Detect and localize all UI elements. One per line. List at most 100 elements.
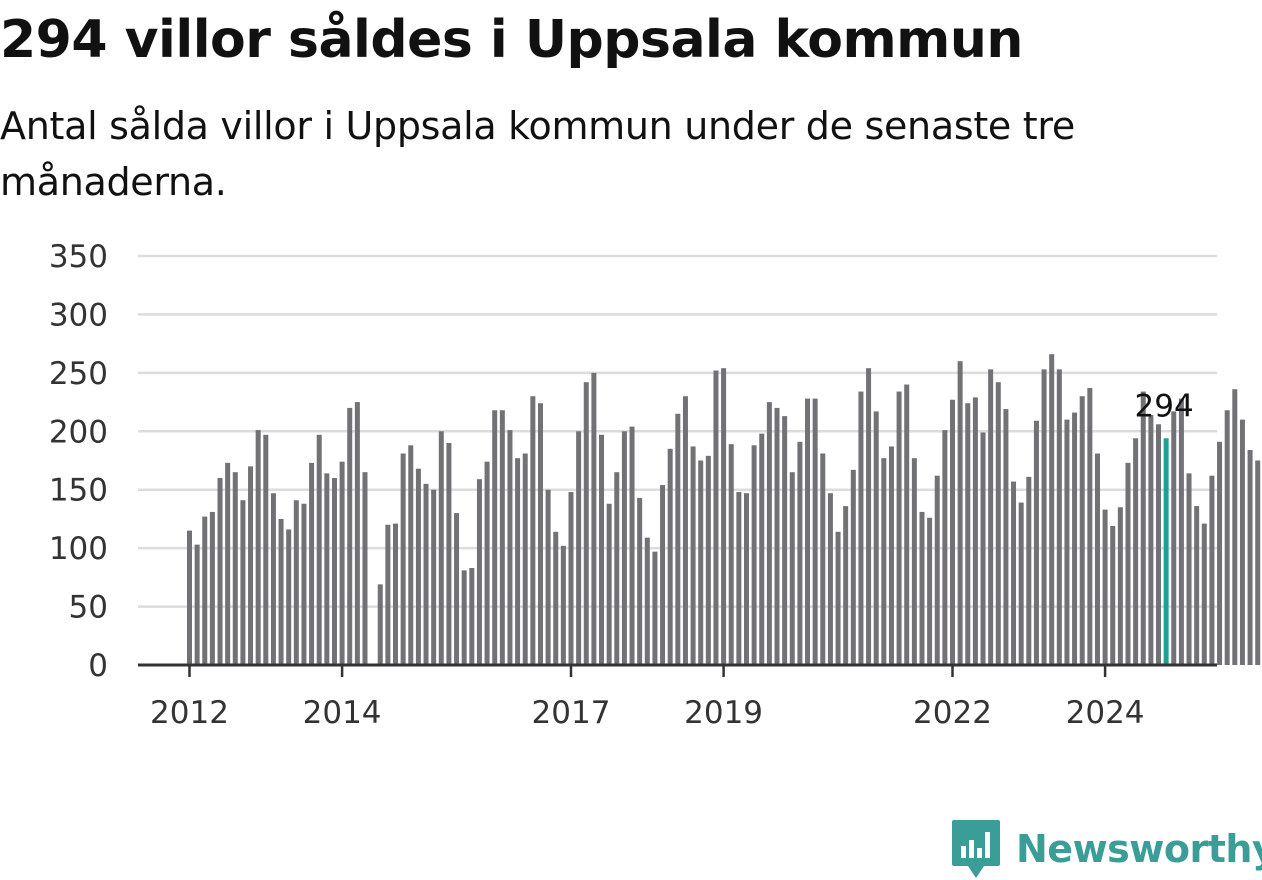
x-tick-label: 2024 bbox=[1066, 695, 1145, 731]
bar bbox=[988, 369, 994, 665]
y-tick-label: 200 bbox=[49, 414, 108, 450]
bar bbox=[827, 493, 833, 665]
bar bbox=[408, 445, 414, 665]
y-tick-label: 100 bbox=[49, 531, 108, 567]
bar bbox=[1224, 410, 1230, 665]
bar bbox=[881, 458, 887, 665]
bar bbox=[385, 524, 391, 665]
bar bbox=[805, 398, 811, 665]
bars bbox=[187, 354, 1261, 665]
bar bbox=[316, 434, 322, 665]
bar bbox=[1072, 412, 1078, 665]
bar bbox=[888, 446, 894, 665]
bar bbox=[484, 461, 490, 665]
bar bbox=[438, 431, 444, 665]
bar bbox=[1217, 441, 1223, 665]
chart-subtitle: Antal sålda villor i Uppsala kommun unde… bbox=[0, 104, 1075, 204]
bar bbox=[446, 442, 452, 665]
bar bbox=[797, 441, 803, 665]
bar bbox=[896, 391, 902, 665]
bar bbox=[248, 466, 254, 665]
bar bbox=[1209, 475, 1215, 665]
x-tick-label: 2012 bbox=[150, 695, 229, 731]
bar bbox=[576, 431, 582, 665]
bar bbox=[927, 517, 933, 665]
bar bbox=[217, 478, 223, 665]
bar bbox=[812, 398, 818, 665]
bar bbox=[202, 516, 208, 665]
bar bbox=[240, 500, 246, 665]
newsworthy-logo-icon bbox=[952, 820, 1000, 878]
bar bbox=[1079, 396, 1085, 665]
bar bbox=[759, 433, 765, 665]
bar bbox=[866, 368, 872, 665]
y-tick-label: 50 bbox=[69, 590, 108, 626]
bar bbox=[599, 434, 605, 665]
bar bbox=[1003, 409, 1009, 665]
bar bbox=[492, 410, 498, 665]
bar bbox=[507, 430, 513, 665]
bar bbox=[698, 460, 704, 665]
bar bbox=[965, 403, 971, 665]
x-tick-label: 2019 bbox=[684, 695, 763, 731]
bar bbox=[1011, 481, 1017, 665]
bar bbox=[621, 431, 627, 665]
brand-name: Newsworthy bbox=[1016, 827, 1262, 871]
bar bbox=[568, 492, 574, 665]
bar bbox=[637, 497, 643, 665]
bar bbox=[789, 472, 795, 665]
bar bbox=[660, 485, 666, 665]
bar bbox=[835, 531, 841, 665]
bar bbox=[1255, 460, 1261, 665]
bar bbox=[1033, 420, 1039, 665]
bar bbox=[606, 503, 612, 665]
bar bbox=[400, 453, 406, 665]
bar bbox=[1133, 438, 1139, 665]
bar bbox=[980, 432, 986, 665]
bar bbox=[286, 529, 292, 665]
bar bbox=[278, 518, 284, 665]
bar bbox=[454, 513, 460, 665]
bar bbox=[682, 396, 688, 665]
bar bbox=[309, 462, 315, 665]
bar bbox=[1018, 502, 1024, 665]
bar bbox=[1117, 507, 1123, 665]
bar bbox=[209, 511, 215, 665]
bar bbox=[1125, 462, 1131, 665]
bar bbox=[667, 448, 673, 665]
bar bbox=[255, 430, 261, 665]
bar bbox=[1110, 525, 1116, 665]
bar bbox=[560, 545, 566, 665]
bar bbox=[652, 551, 658, 665]
bar bbox=[705, 455, 711, 665]
bar bbox=[675, 413, 681, 665]
bar bbox=[736, 492, 742, 665]
x-tick-label: 2017 bbox=[532, 695, 611, 731]
y-tick-label: 350 bbox=[49, 239, 108, 275]
bar bbox=[1201, 523, 1207, 665]
bar bbox=[194, 544, 200, 665]
bar bbox=[843, 506, 849, 665]
bar bbox=[858, 391, 864, 665]
y-tick-label: 150 bbox=[49, 473, 108, 509]
bar bbox=[354, 402, 360, 665]
bar bbox=[362, 472, 368, 665]
bar bbox=[232, 472, 238, 665]
bar bbox=[499, 410, 505, 665]
bar bbox=[530, 396, 536, 665]
bar bbox=[1049, 354, 1055, 665]
y-tick-label: 250 bbox=[49, 356, 108, 392]
highlight-value-label: 294 bbox=[1135, 388, 1194, 424]
bar bbox=[995, 382, 1001, 665]
bar bbox=[293, 500, 299, 665]
newsworthy-brand: Newsworthy bbox=[950, 818, 1262, 880]
bar bbox=[957, 361, 963, 665]
bar bbox=[324, 473, 330, 665]
bar bbox=[377, 584, 383, 665]
bar bbox=[553, 531, 559, 665]
y-tick-label: 0 bbox=[88, 648, 108, 684]
bar bbox=[431, 489, 437, 665]
bar bbox=[423, 483, 429, 665]
bar bbox=[1041, 369, 1047, 665]
